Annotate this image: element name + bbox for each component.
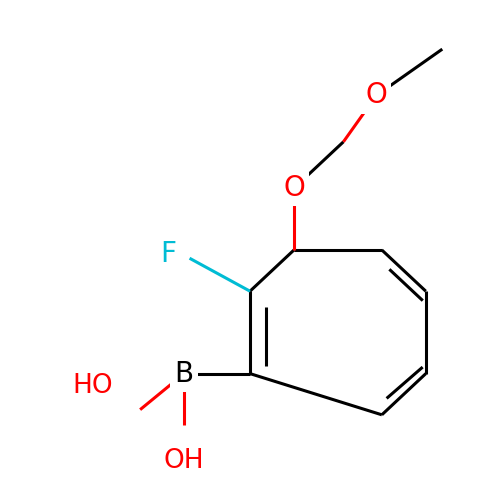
Text: O: O [283, 174, 305, 202]
Text: O: O [366, 82, 387, 110]
Text: F: F [160, 240, 176, 268]
Text: B: B [174, 360, 194, 388]
Text: OH: OH [164, 448, 204, 474]
Text: HO: HO [72, 373, 112, 399]
